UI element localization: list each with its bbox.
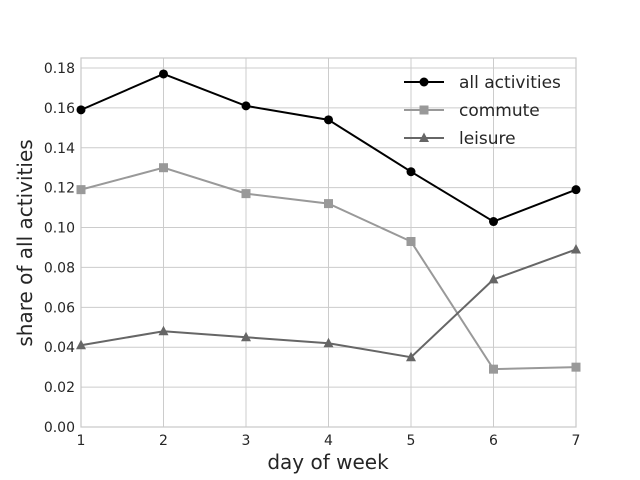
legend-marker	[419, 77, 429, 87]
legend-label: leisure	[459, 129, 516, 149]
data-point-leisure	[323, 337, 334, 348]
x-tick-label: 2	[159, 433, 168, 449]
y-tick-label: 0.14	[44, 141, 75, 157]
data-point-commute	[489, 364, 498, 374]
data-point-commute	[76, 185, 86, 195]
series-leisure	[76, 243, 581, 362]
data-point-all-activities	[406, 167, 416, 177]
plot-frame	[80, 57, 577, 428]
legend-marker	[419, 132, 429, 142]
data-point-all-activities	[324, 115, 333, 125]
x-axis-label: day of week	[267, 450, 389, 474]
legend-marker	[419, 105, 429, 115]
y-tick-label: 0.08	[44, 260, 75, 276]
y-tick-label: 0.04	[44, 340, 75, 356]
data-point-commute	[571, 362, 581, 372]
y-tick-label: 0.06	[44, 300, 75, 316]
data-point-leisure	[158, 325, 169, 336]
legend-label: all activities	[459, 73, 561, 93]
data-point-leisure	[488, 273, 499, 284]
x-tick-label: 6	[489, 433, 498, 449]
x-tick-label: 4	[324, 433, 333, 449]
x-tick-label: 7	[572, 433, 581, 449]
y-tick-label: 0.02	[44, 380, 75, 396]
data-point-leisure	[406, 351, 416, 362]
data-point-all-activities	[571, 185, 581, 195]
grid	[80, 58, 577, 428]
data-point-leisure	[571, 243, 581, 254]
data-point-leisure	[241, 331, 251, 342]
data-point-all-activities	[241, 101, 251, 111]
y-tick-label: 0.00	[44, 420, 75, 436]
data-point-commute	[241, 189, 251, 199]
legend-item-all-activities: all activities	[404, 73, 561, 93]
y-axis-label: share of all activities	[13, 139, 37, 346]
x-tick-label: 3	[242, 433, 251, 449]
x-tick-label: 1	[77, 433, 86, 449]
data-point-commute	[159, 163, 168, 173]
data-point-commute	[324, 199, 333, 209]
legend-item-leisure: leisure	[404, 129, 516, 149]
data-point-leisure	[76, 339, 86, 350]
y-tick-label: 0.12	[44, 181, 75, 197]
tick-labels: 1 2 3 4 5 6 7 0.00 0.02 0.04 0.06 0.08 0.10 0.12 0.14 0…	[44, 61, 581, 449]
axes	[80, 57, 577, 428]
y-tick-label: 0.16	[44, 101, 75, 117]
data-point-all-activities	[76, 105, 86, 115]
y-tick-label: 0.18	[44, 61, 75, 77]
x-tick-label: 5	[407, 433, 416, 449]
data-point-all-activities	[159, 69, 168, 79]
legend-label: commute	[459, 101, 540, 121]
legend-item-commute: commute	[404, 101, 540, 121]
y-tick-label: 0.10	[44, 221, 75, 237]
series-commute	[76, 163, 581, 374]
legend: all activities commute leisure	[404, 73, 561, 149]
data-point-commute	[406, 237, 416, 247]
series-group	[76, 69, 581, 374]
data-point-all-activities	[489, 217, 498, 227]
series-all-activities	[76, 69, 581, 227]
